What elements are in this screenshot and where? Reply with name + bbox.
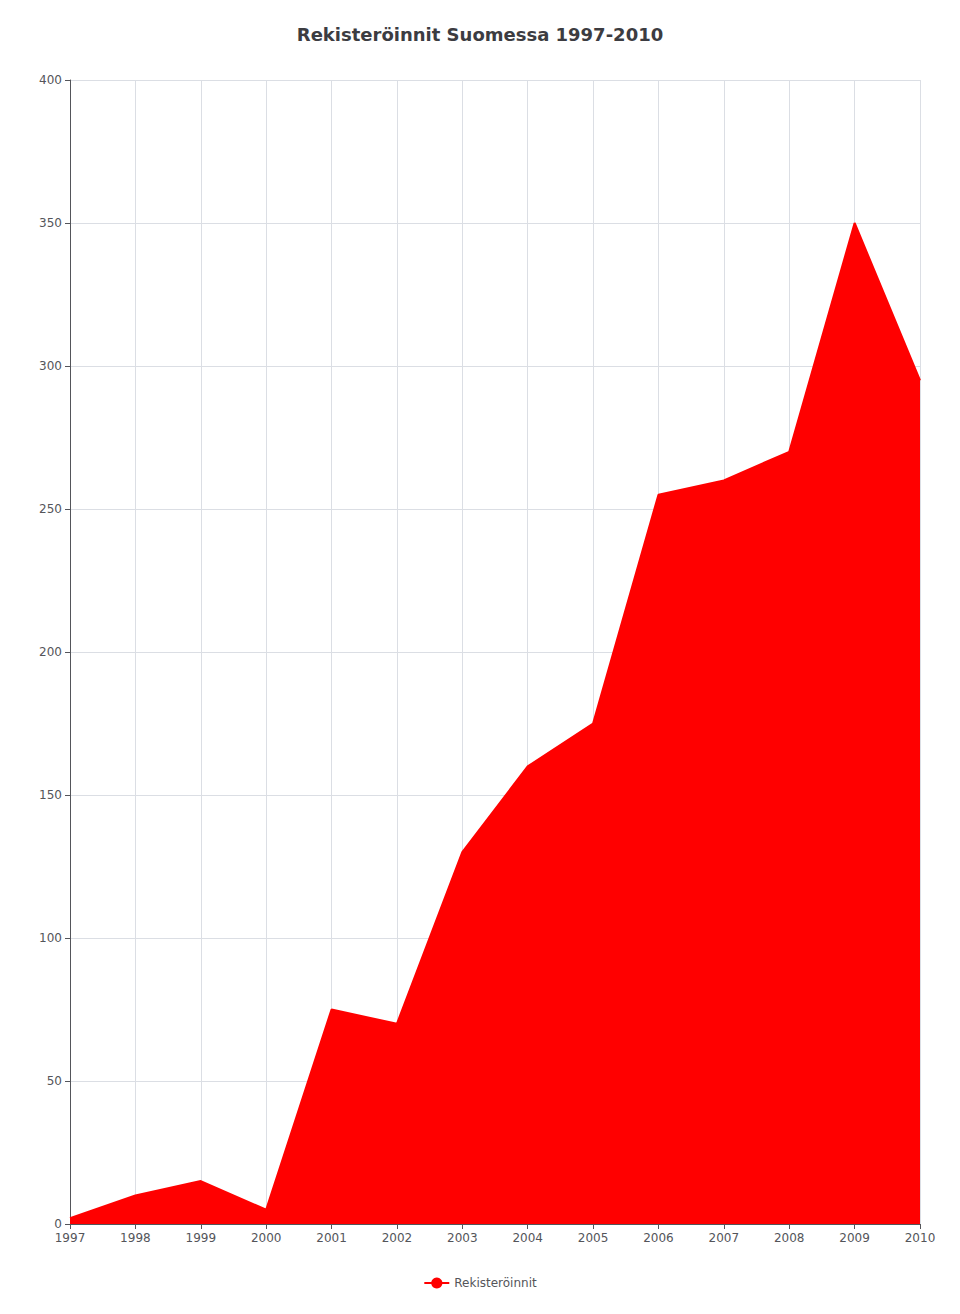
svg-text:2006: 2006 <box>643 1231 674 1245</box>
svg-text:100: 100 <box>39 931 62 945</box>
svg-text:400: 400 <box>39 73 62 87</box>
svg-text:2010: 2010 <box>905 1231 936 1245</box>
svg-text:2005: 2005 <box>578 1231 609 1245</box>
svg-text:150: 150 <box>39 788 62 802</box>
svg-text:Rekisteröinnit: Rekisteröinnit <box>454 1276 537 1290</box>
svg-text:1999: 1999 <box>185 1231 216 1245</box>
svg-text:250: 250 <box>39 502 62 516</box>
svg-text:Rekisteröinnit Suomessa 1997-2: Rekisteröinnit Suomessa 1997-2010 <box>297 24 663 45</box>
svg-text:2008: 2008 <box>774 1231 805 1245</box>
svg-text:2007: 2007 <box>709 1231 740 1245</box>
svg-text:1997: 1997 <box>55 1231 86 1245</box>
svg-text:200: 200 <box>39 645 62 659</box>
svg-text:0: 0 <box>54 1217 62 1231</box>
svg-text:2002: 2002 <box>382 1231 413 1245</box>
svg-text:2009: 2009 <box>839 1231 870 1245</box>
svg-text:2004: 2004 <box>512 1231 543 1245</box>
svg-text:2003: 2003 <box>447 1231 478 1245</box>
svg-text:2000: 2000 <box>251 1231 282 1245</box>
svg-text:2001: 2001 <box>316 1231 347 1245</box>
svg-text:300: 300 <box>39 359 62 373</box>
svg-text:350: 350 <box>39 216 62 230</box>
svg-text:50: 50 <box>47 1074 62 1088</box>
svg-text:1998: 1998 <box>120 1231 151 1245</box>
